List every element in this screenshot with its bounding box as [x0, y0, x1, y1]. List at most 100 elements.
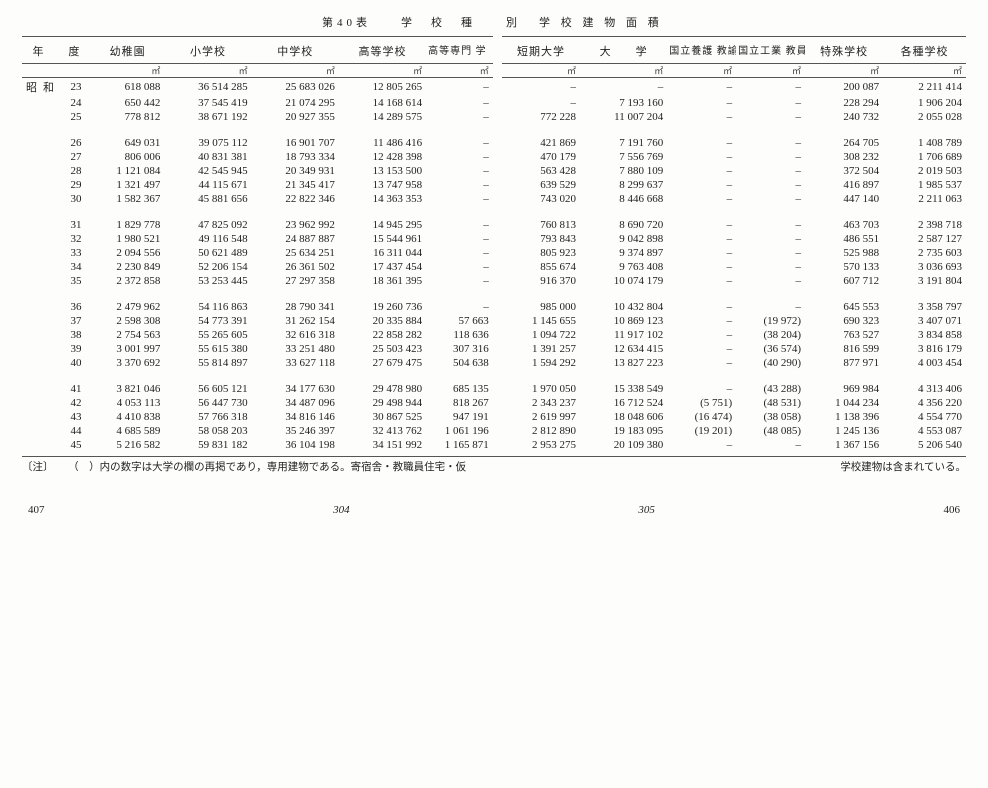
data-cell: –	[667, 274, 736, 288]
data-cell: 877 971	[805, 356, 883, 370]
data-cell: 31 262 154	[252, 314, 339, 328]
gap	[493, 396, 502, 410]
data-cell: –	[736, 232, 805, 246]
gap	[493, 178, 502, 192]
data-cell: 23 962 992	[252, 218, 339, 232]
spacer-row	[22, 206, 966, 218]
data-cell: 19 260 736	[339, 300, 426, 314]
data-cell: 2 343 237	[502, 396, 580, 410]
data-cell: 2 372 858	[91, 274, 164, 288]
data-cell: 2 211 414	[883, 78, 966, 97]
data-cell: –	[502, 96, 580, 110]
data-cell: 27 679 475	[339, 356, 426, 370]
data-cell: 2 598 308	[91, 314, 164, 328]
data-cell: 1 408 789	[883, 136, 966, 150]
data-cell: –	[426, 164, 493, 178]
table-body: 昭和23618 08836 514 28525 683 02612 805 26…	[22, 78, 966, 453]
data-cell: (5 751)	[667, 396, 736, 410]
era-cell	[22, 382, 61, 396]
data-cell: 3 001 997	[91, 342, 164, 356]
data-cell: 1 829 778	[91, 218, 164, 232]
spacer-row	[22, 124, 966, 136]
data-cell: –	[736, 300, 805, 314]
data-cell: 22 822 346	[252, 192, 339, 206]
data-cell: 55 814 897	[164, 356, 251, 370]
data-cell: 690 323	[805, 314, 883, 328]
data-cell: –	[736, 218, 805, 232]
era-cell	[22, 356, 61, 370]
data-cell: 11 007 204	[580, 110, 667, 124]
data-cell: 1 985 537	[883, 178, 966, 192]
data-cell: 4 313 406	[883, 382, 966, 396]
data-cell: (19 201)	[667, 424, 736, 438]
data-cell: 3 191 804	[883, 274, 966, 288]
data-cell: 2 735 603	[883, 246, 966, 260]
data-cell: 3 036 693	[883, 260, 966, 274]
data-cell: 25 683 026	[252, 78, 339, 97]
data-cell: –	[736, 274, 805, 288]
data-cell: 28 790 341	[252, 300, 339, 314]
year-cell: 40	[61, 356, 91, 370]
year-cell: 41	[61, 382, 91, 396]
data-cell: –	[426, 110, 493, 124]
unit: ㎡	[502, 64, 580, 78]
col-kinder: 幼稚園	[91, 37, 164, 64]
data-cell: 1 706 689	[883, 150, 966, 164]
title-mid1: 学 校 種	[401, 14, 476, 30]
era-cell	[22, 232, 61, 246]
data-cell: 1 367 156	[805, 438, 883, 452]
data-cell: 7 880 109	[580, 164, 667, 178]
data-cell: –	[426, 192, 493, 206]
data-cell: –	[736, 260, 805, 274]
data-cell: 18 048 606	[580, 410, 667, 424]
data-cell: 47 825 092	[164, 218, 251, 232]
col-elem: 小学校	[164, 37, 251, 64]
era-cell	[22, 300, 61, 314]
data-cell: 10 432 804	[580, 300, 667, 314]
data-cell: 29 498 944	[339, 396, 426, 410]
data-cell: 10 074 179	[580, 274, 667, 288]
year-cell: 25	[61, 110, 91, 124]
data-cell: 15 338 549	[580, 382, 667, 396]
data-cell: 763 527	[805, 328, 883, 342]
data-cell: 16 901 707	[252, 136, 339, 150]
gap	[493, 246, 502, 260]
year-cell: 31	[61, 218, 91, 232]
data-cell: 11 917 102	[580, 328, 667, 342]
gap	[493, 78, 502, 97]
data-cell: 35 246 397	[252, 424, 339, 438]
era-cell: 昭和	[22, 78, 61, 97]
data-cell: –	[736, 178, 805, 192]
data-cell: 806 006	[91, 150, 164, 164]
data-cell: 1 094 722	[502, 328, 580, 342]
data-cell: 53 253 445	[164, 274, 251, 288]
data-cell: –	[667, 136, 736, 150]
table-row: 291 321 49744 115 67121 345 41713 747 95…	[22, 178, 966, 192]
data-cell: –	[426, 274, 493, 288]
data-cell: 14 289 575	[339, 110, 426, 124]
year-cell: 33	[61, 246, 91, 260]
data-cell: –	[426, 232, 493, 246]
table-row: 352 372 85853 253 44527 297 35818 361 39…	[22, 274, 966, 288]
data-cell: 2 953 275	[502, 438, 580, 452]
data-cell: 9 042 898	[580, 232, 667, 246]
data-cell: –	[736, 110, 805, 124]
data-cell: 12 428 398	[339, 150, 426, 164]
data-cell: 17 437 454	[339, 260, 426, 274]
data-cell: 1 145 655	[502, 314, 580, 328]
data-cell: 20 349 931	[252, 164, 339, 178]
data-cell: 1 061 196	[426, 424, 493, 438]
table-title: 第40表 学 校 種 別 学 校 建 物 面 積	[22, 14, 966, 30]
era-cell	[22, 342, 61, 356]
data-cell: 20 109 380	[580, 438, 667, 452]
data-cell: 50 621 489	[164, 246, 251, 260]
data-cell: 34 151 992	[339, 438, 426, 452]
unit: ㎡	[580, 64, 667, 78]
pn-outer-left: 407	[28, 504, 45, 516]
data-cell: 504 638	[426, 356, 493, 370]
gap	[493, 150, 502, 164]
data-cell: 56 447 730	[164, 396, 251, 410]
data-cell: 447 140	[805, 192, 883, 206]
data-cell: 607 712	[805, 274, 883, 288]
data-cell: 16 311 044	[339, 246, 426, 260]
